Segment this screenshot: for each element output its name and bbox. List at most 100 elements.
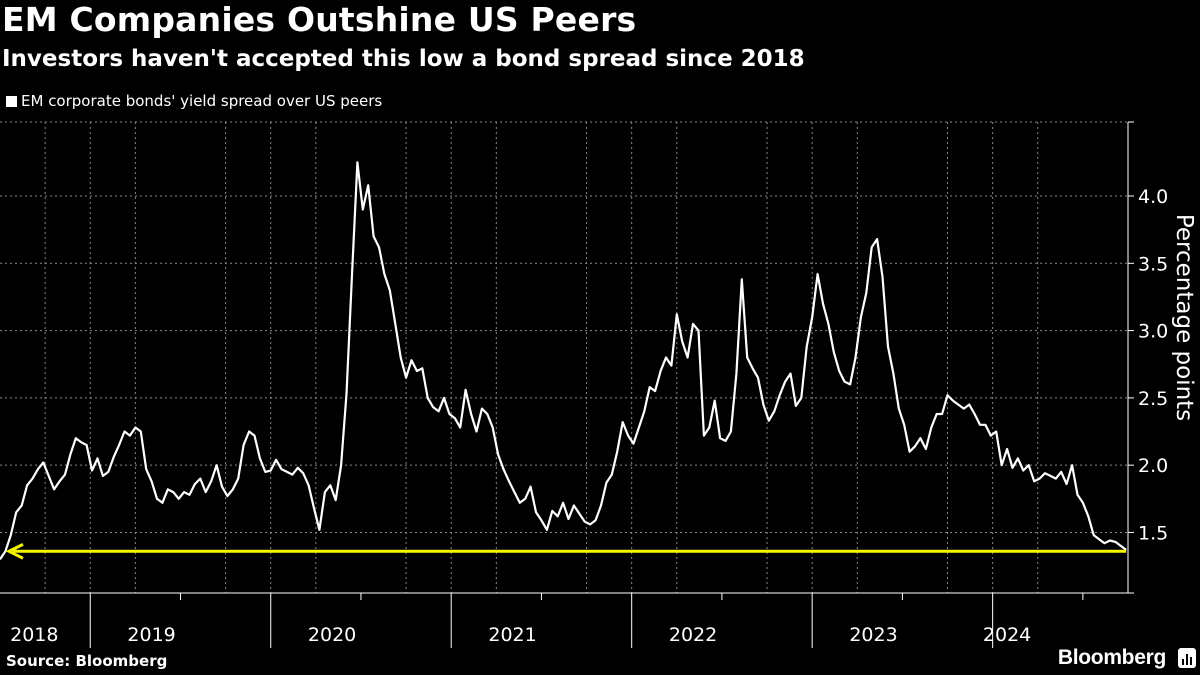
data-point <box>584 521 586 523</box>
data-point <box>595 519 597 521</box>
x-tick-label: 2018 <box>10 624 58 646</box>
data-point <box>32 478 34 480</box>
y-tick-label: 3.0 <box>1138 321 1168 343</box>
chart-legend: EM corporate bonds' yield spread over US… <box>6 92 382 110</box>
data-point <box>405 377 407 379</box>
data-point <box>871 246 873 248</box>
data-point <box>508 480 510 482</box>
data-point <box>865 292 867 294</box>
data-point <box>183 491 185 493</box>
data-point <box>465 389 467 391</box>
data-point <box>914 445 916 447</box>
data-point <box>1087 515 1089 517</box>
data-point <box>735 373 737 375</box>
data-point <box>557 515 559 517</box>
data-point <box>80 441 82 443</box>
data-point <box>708 427 710 429</box>
data-point <box>568 518 570 520</box>
data-point <box>757 377 759 379</box>
data-point <box>1077 494 1079 496</box>
data-point <box>811 316 813 318</box>
data-point <box>925 448 927 450</box>
data-point <box>1104 542 1106 544</box>
data-point <box>984 424 986 426</box>
data-point <box>26 484 28 486</box>
data-point <box>503 468 505 470</box>
data-point <box>535 511 537 513</box>
data-point <box>329 484 331 486</box>
data-point <box>892 373 894 375</box>
data-point <box>714 400 716 402</box>
data-point <box>611 474 613 476</box>
data-point <box>346 393 348 395</box>
data-point <box>692 323 694 325</box>
data-point <box>817 273 819 275</box>
data-point <box>1071 464 1073 466</box>
data-point <box>324 491 326 493</box>
data-point <box>394 323 396 325</box>
data-point <box>15 511 17 513</box>
data-point <box>790 373 792 375</box>
data-point <box>1039 478 1041 480</box>
x-tick-label: 2020 <box>308 624 356 646</box>
data-point <box>519 502 521 504</box>
data-point <box>1109 540 1111 542</box>
data-point <box>1093 534 1095 536</box>
data-point <box>205 491 207 493</box>
data-point <box>129 435 131 437</box>
data-point <box>459 427 461 429</box>
data-point <box>898 408 900 410</box>
data-point <box>134 427 136 429</box>
data-point <box>633 443 635 445</box>
data-point <box>340 464 342 466</box>
data-point <box>254 435 256 437</box>
data-point <box>64 474 66 476</box>
data-point <box>378 246 380 248</box>
data-point <box>638 427 640 429</box>
data-point <box>540 519 542 521</box>
data-point <box>1017 457 1019 459</box>
data-point <box>102 475 104 477</box>
data-point <box>151 480 153 482</box>
data-point <box>221 486 223 488</box>
data-point <box>530 486 532 488</box>
y-axis-title: Percentage points <box>1171 214 1197 421</box>
data-point <box>107 471 109 473</box>
data-point <box>1001 464 1003 466</box>
data-point <box>216 464 218 466</box>
data-point <box>178 498 180 500</box>
data-point <box>947 394 949 396</box>
data-point <box>779 394 781 396</box>
data-point <box>800 397 802 399</box>
data-point <box>443 397 445 399</box>
data-point <box>974 413 976 415</box>
data-point <box>990 435 992 437</box>
data-point <box>725 440 727 442</box>
data-point <box>876 238 878 240</box>
data-point <box>1060 471 1062 473</box>
data-point <box>806 346 808 348</box>
data-point <box>161 502 163 504</box>
data-point <box>670 365 672 367</box>
data-point <box>654 390 656 392</box>
data-point <box>486 413 488 415</box>
data-point <box>97 457 99 459</box>
data-point <box>167 488 169 490</box>
y-tick-label: 4.0 <box>1138 186 1168 208</box>
data-point <box>383 273 385 275</box>
data-point <box>849 383 851 385</box>
data-point <box>427 397 429 399</box>
data-point <box>42 462 44 464</box>
data-point <box>476 431 478 433</box>
y-tick-label: 1.5 <box>1138 522 1168 544</box>
data-point <box>156 498 158 500</box>
data-point <box>698 330 700 332</box>
legend-label: EM corporate bonds' yield spread over US… <box>21 92 383 110</box>
data-point <box>957 404 959 406</box>
data-point <box>768 420 770 422</box>
data-point <box>259 457 261 459</box>
data-point <box>438 410 440 412</box>
data-point <box>281 468 283 470</box>
data-point <box>362 209 364 211</box>
data-point <box>1022 470 1024 472</box>
